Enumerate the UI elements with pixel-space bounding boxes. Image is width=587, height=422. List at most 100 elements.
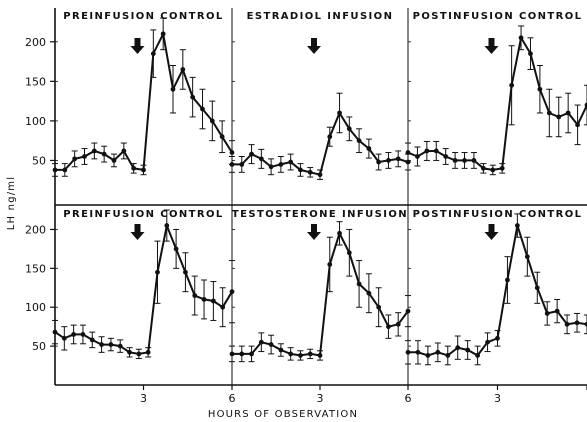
series-line xyxy=(232,110,409,176)
data-point xyxy=(565,110,571,116)
data-point xyxy=(556,114,562,120)
data-point xyxy=(71,332,77,337)
data-point xyxy=(288,351,294,357)
panel-2: ESTRADIOL INFUSION xyxy=(229,11,411,180)
data-point xyxy=(537,86,543,92)
data-point xyxy=(307,351,313,357)
data-point xyxy=(575,122,580,128)
data-point xyxy=(462,158,467,163)
down-arrow-marker xyxy=(484,224,499,240)
data-point xyxy=(337,230,342,236)
panel-title: TESTOSTERONE INFUSION xyxy=(232,209,408,220)
data-point xyxy=(192,293,198,298)
data-point xyxy=(395,321,401,327)
data-point xyxy=(386,158,391,163)
data-point xyxy=(183,269,188,275)
data-point xyxy=(405,308,411,314)
data-point xyxy=(249,351,254,357)
data-point xyxy=(258,339,264,345)
y-tick-label: 150 xyxy=(25,75,46,88)
data-point xyxy=(544,311,550,316)
data-point xyxy=(524,254,530,260)
data-point xyxy=(376,304,382,310)
data-point xyxy=(239,351,245,357)
y-tick-label: 200 xyxy=(25,36,46,49)
data-point xyxy=(229,150,235,155)
data-point xyxy=(136,351,142,357)
data-point xyxy=(101,151,107,157)
data-point xyxy=(317,172,323,178)
data-point xyxy=(220,304,226,310)
data-point xyxy=(435,349,441,355)
data-point xyxy=(278,347,284,353)
data-point xyxy=(471,158,477,163)
data-point xyxy=(117,343,123,349)
down-arrow-marker xyxy=(307,38,321,54)
data-point xyxy=(574,320,580,326)
x-tick-label: 6 xyxy=(229,392,236,405)
data-point xyxy=(108,342,114,347)
data-point xyxy=(141,167,146,173)
data-point xyxy=(278,162,284,167)
x-tick-label: 3 xyxy=(140,392,147,405)
series-line xyxy=(55,30,233,172)
data-point xyxy=(61,335,67,341)
data-point xyxy=(405,150,411,155)
data-point xyxy=(121,148,127,154)
data-point xyxy=(190,94,196,100)
data-point xyxy=(210,298,216,304)
panel-4: PREINFUSION CONTROL 50 100 150 200 3 6 xyxy=(25,209,236,405)
series-line xyxy=(232,230,409,357)
data-point xyxy=(268,342,274,347)
data-point xyxy=(584,102,587,108)
data-point xyxy=(509,82,515,88)
data-point xyxy=(317,353,323,358)
data-point xyxy=(249,151,254,157)
y-tick-label: 100 xyxy=(25,115,46,128)
data-point xyxy=(356,281,362,287)
y-tick-label: 100 xyxy=(25,301,46,314)
down-arrow-marker xyxy=(307,224,321,240)
data-point xyxy=(145,349,151,355)
panel-title: PREINFUSION CONTROL xyxy=(63,11,223,22)
data-point xyxy=(298,353,303,358)
data-point xyxy=(131,165,137,171)
data-point xyxy=(443,154,449,159)
x-tick-label: 3 xyxy=(317,392,324,405)
data-point xyxy=(433,148,439,154)
data-point xyxy=(514,223,520,228)
data-point xyxy=(366,290,372,296)
y-tick-label: 50 xyxy=(32,154,46,167)
data-point xyxy=(307,169,313,175)
panel-title: PREINFUSION CONTROL xyxy=(63,209,223,220)
data-point xyxy=(445,353,451,358)
data-point xyxy=(425,353,431,358)
data-point xyxy=(499,165,505,171)
data-point xyxy=(346,250,352,256)
data-point xyxy=(455,345,461,351)
x-axis-title: HOURS OF OBSERVATION xyxy=(208,409,358,420)
panel-title: POSTINFUSION CONTROL xyxy=(413,209,583,220)
data-point xyxy=(528,51,533,57)
panel-grid: PREINFUSION CONTROL 50 100 150 200 ESTRADIOL … xyxy=(25,8,587,405)
y-tick-label: 150 xyxy=(25,262,46,275)
data-point xyxy=(99,342,104,347)
data-point xyxy=(327,134,333,140)
panel-title: POSTINFUSION CONTROL xyxy=(413,11,583,22)
data-point xyxy=(475,353,481,358)
data-point xyxy=(150,51,156,57)
data-point xyxy=(518,35,524,41)
panel-1: PREINFUSION CONTROL 50 100 150 200 xyxy=(25,11,235,177)
data-point xyxy=(219,134,225,140)
panel-3: POSTINFUSION CONTROL xyxy=(405,11,587,176)
data-point xyxy=(490,167,496,173)
data-point xyxy=(62,167,68,173)
data-point xyxy=(485,339,490,345)
data-point xyxy=(346,126,352,132)
data-point xyxy=(288,159,294,165)
data-point xyxy=(534,285,540,291)
data-point xyxy=(229,351,235,357)
data-point xyxy=(366,146,372,151)
